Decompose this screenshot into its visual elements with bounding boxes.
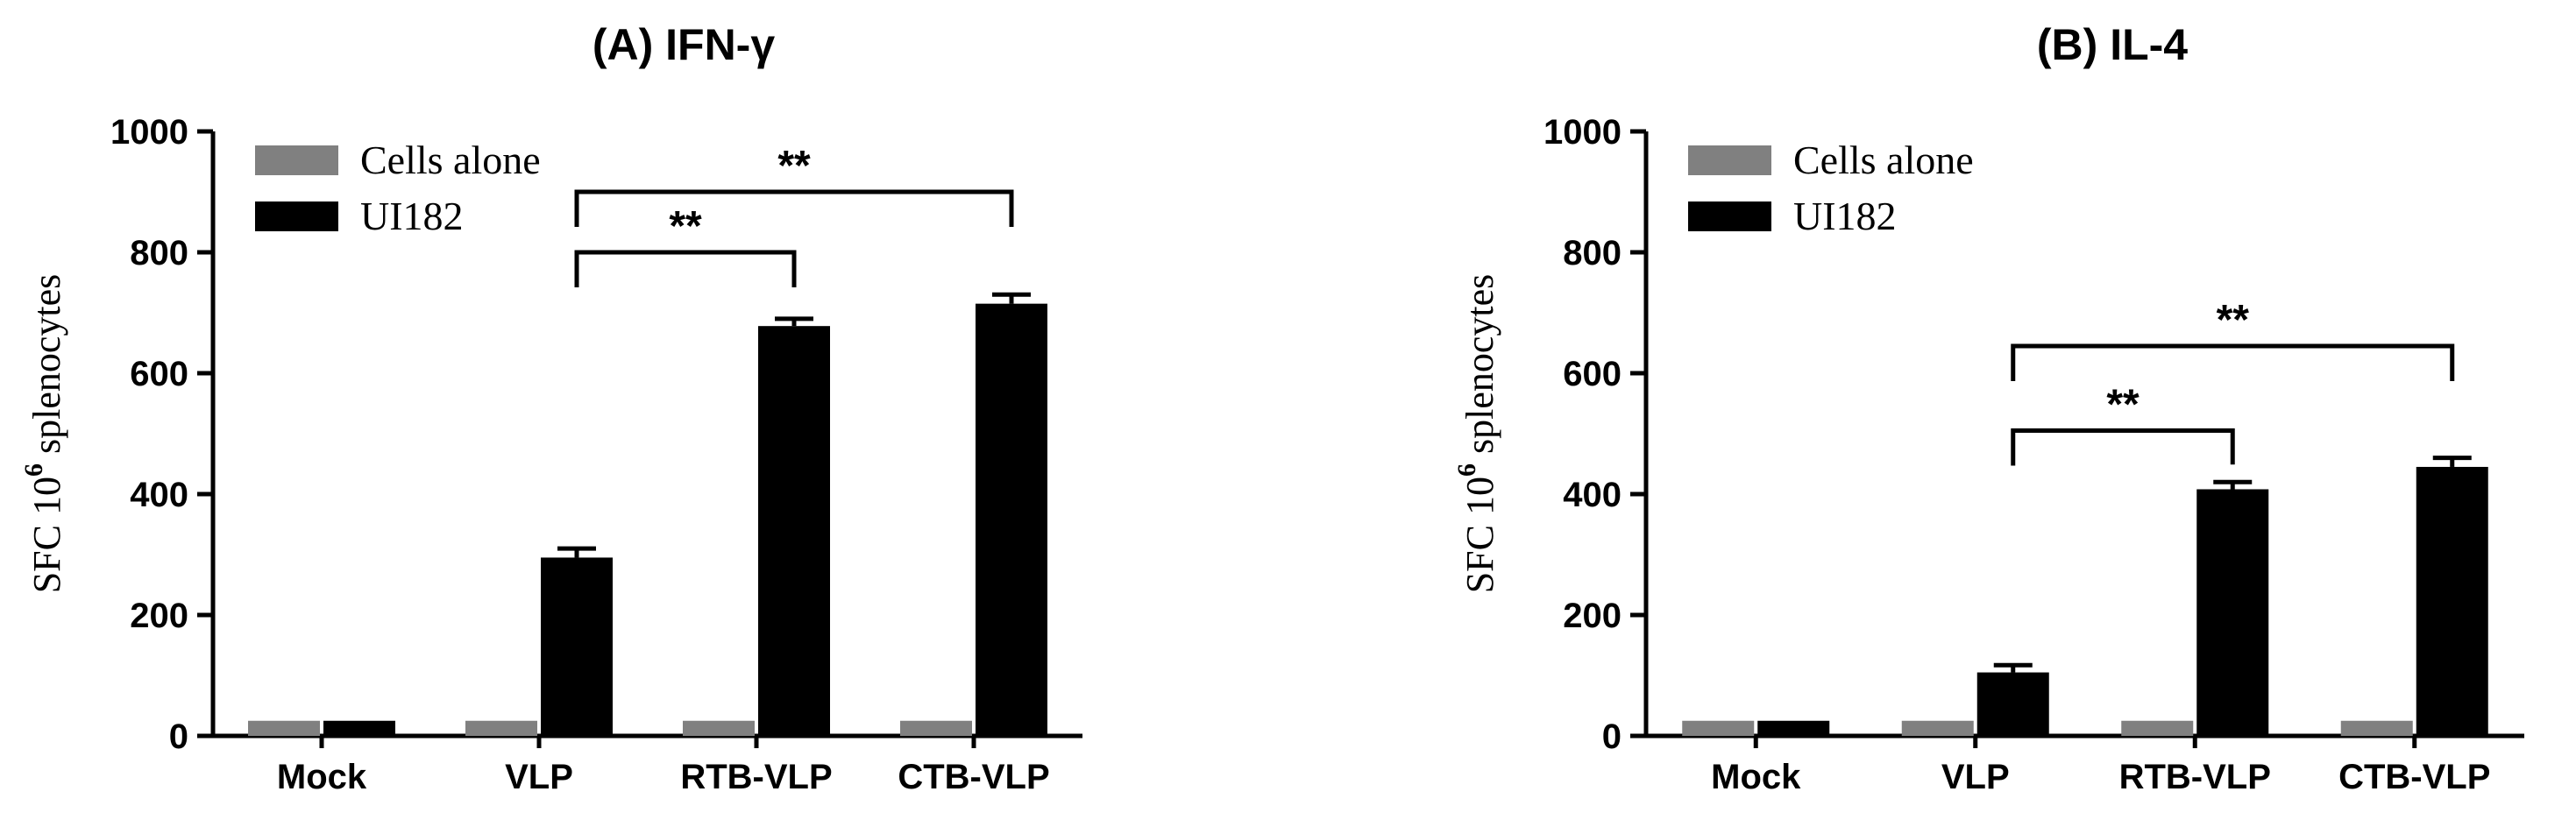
bar-ui182-vlp	[1976, 672, 2049, 736]
y-tick-label: 400	[1563, 476, 1622, 514]
chart-title: (B) IL-4	[2037, 20, 2188, 69]
bar-cells-alone-mock	[248, 720, 320, 736]
bar-ui182-rtb-vlp	[2196, 489, 2269, 736]
y-tick-label: 1000	[110, 113, 188, 152]
x-tick-label: VLP	[1941, 758, 2010, 796]
y-tick-label: 0	[169, 718, 188, 756]
x-tick-label: VLP	[505, 758, 573, 796]
bar-cells-alone-ctb-vlp	[2340, 720, 2413, 736]
bar-ui182-ctb-vlp	[2416, 466, 2488, 736]
bar-cells-alone-rtb-vlp	[683, 720, 755, 736]
y-tick-label: 600	[130, 355, 188, 393]
y-tick-label: 200	[130, 597, 188, 635]
y-axis-label: SFC 106 splenocytes	[1452, 274, 1501, 594]
bar-ui182-vlp	[541, 557, 613, 736]
bar-cells-alone-mock	[1682, 720, 1755, 736]
significance-bracket	[574, 250, 797, 287]
legend-label: Cells alone	[1793, 138, 1974, 182]
x-tick-label: RTB-VLP	[680, 758, 832, 796]
y-axis-label-suffix: splenocytes	[25, 274, 68, 463]
x-tick-label: CTB-VLP	[898, 758, 1049, 796]
x-tick-label: Mock	[1711, 758, 1801, 796]
bar-cells-alone-vlp	[465, 720, 537, 736]
bar-ui182-mock	[323, 720, 395, 736]
bar-ui182-ctb-vlp	[976, 303, 1047, 736]
y-axis-label-suffix: splenocytes	[1458, 274, 1501, 463]
significance-label: **	[2217, 297, 2250, 343]
y-tick-label: 400	[130, 476, 188, 514]
legend-label: Cells alone	[360, 138, 541, 182]
y-axis-label: SFC 106 splenocytes	[19, 274, 68, 594]
chart-title: (A) IFN-γ	[593, 20, 775, 69]
bar-cells-alone-vlp	[1901, 720, 1974, 736]
bar-ui182-rtb-vlp	[758, 326, 830, 736]
x-tick-label: CTB-VLP	[2338, 758, 2490, 796]
legend-label: UI182	[1793, 194, 1897, 238]
significance-bracket	[2011, 343, 2455, 381]
y-tick-label: 800	[1563, 234, 1622, 272]
bar-cells-alone-rtb-vlp	[2121, 720, 2194, 736]
legend-swatch	[1688, 201, 1771, 231]
y-axis-label-prefix: SFC 10	[25, 477, 68, 593]
y-axis-label-superscript: 6	[1452, 463, 1481, 477]
y-tick-label: 1000	[1543, 113, 1622, 152]
panel-b: (B) IL-4 SFC 106 splenocytes 0 200 400 600 800…	[1452, 20, 2524, 796]
y-axis-label-superscript: 6	[19, 463, 48, 477]
significance-label: **	[2106, 382, 2140, 428]
x-tick-label: RTB-VLP	[2119, 758, 2271, 796]
significance-bracket	[574, 189, 1014, 227]
bar-ui182-mock	[1757, 720, 1830, 736]
y-tick-label: 800	[130, 234, 188, 272]
y-tick-label: 200	[1563, 597, 1622, 635]
legend-swatch	[255, 145, 338, 175]
x-tick-label: Mock	[277, 758, 367, 796]
significance-bracket	[2011, 428, 2235, 466]
significance-label: **	[777, 143, 811, 189]
legend-swatch	[255, 201, 338, 231]
y-axis-label-prefix: SFC 10	[1458, 477, 1501, 593]
legend-swatch	[1688, 145, 1771, 175]
legend-label: UI182	[360, 194, 464, 238]
panel-a: (A) IFN-γ SFC 106 splenocytes 0 200 400 600 80…	[19, 20, 1082, 796]
y-tick-label: 0	[1602, 718, 1622, 756]
bar-cells-alone-ctb-vlp	[900, 720, 972, 736]
significance-label: **	[669, 203, 702, 250]
y-tick-label: 600	[1563, 355, 1622, 393]
